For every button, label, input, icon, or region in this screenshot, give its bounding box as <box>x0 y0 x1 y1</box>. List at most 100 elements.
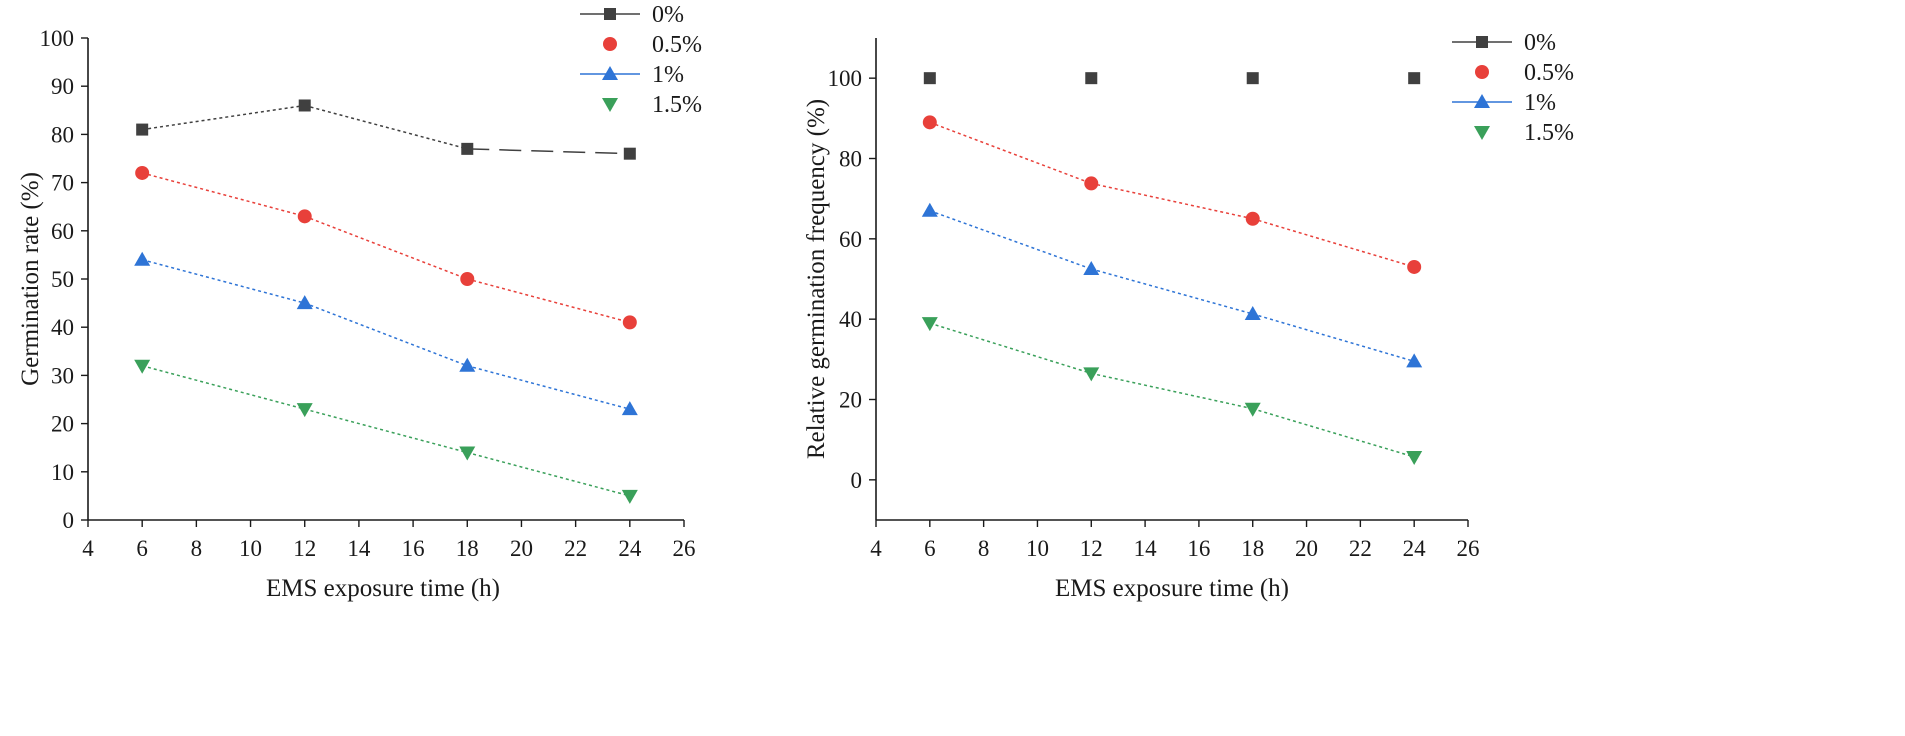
legend-label: 0% <box>652 2 684 28</box>
y-tick-label: 40 <box>839 307 862 332</box>
x-tick-label: 14 <box>347 536 371 561</box>
y-tick-label: 40 <box>51 315 74 340</box>
data-point <box>1084 176 1099 191</box>
data-point <box>135 165 150 180</box>
x-tick-label: 18 <box>1241 536 1264 561</box>
data-point <box>134 251 151 266</box>
y-tick-label: 0 <box>63 508 75 533</box>
x-tick-label: 6 <box>924 536 936 561</box>
data-point <box>1408 72 1421 85</box>
x-tick-label: 20 <box>510 536 533 561</box>
x-tick-label: 24 <box>618 536 642 561</box>
data-point <box>1085 72 1098 85</box>
series-line-segment <box>304 215 468 280</box>
data-point <box>296 295 313 310</box>
series-line-segment <box>929 322 1092 375</box>
y-tick-label: 50 <box>51 267 74 292</box>
x-tick-label: 22 <box>564 536 587 561</box>
data-point <box>134 359 151 374</box>
y-tick-label: 100 <box>40 26 75 51</box>
legend-marker <box>602 66 618 80</box>
data-point <box>1244 402 1261 417</box>
data-point <box>297 209 312 224</box>
series-line-segment <box>467 365 631 410</box>
data-point <box>921 202 938 217</box>
legend-marker <box>1474 94 1490 108</box>
data-point <box>459 446 476 461</box>
x-tick-label: 22 <box>1349 536 1372 561</box>
x-tick-label: 20 <box>1295 536 1318 561</box>
data-point <box>296 403 313 418</box>
data-point <box>1406 353 1423 368</box>
series-line-segment <box>1091 182 1253 220</box>
series-line-segment <box>467 148 630 155</box>
x-tick-label: 4 <box>870 536 882 561</box>
legend-label: 1.5% <box>652 92 702 118</box>
data-point <box>1406 450 1423 465</box>
data-point <box>136 123 149 136</box>
legend-marker <box>1474 126 1490 140</box>
series-line-segment <box>141 172 305 218</box>
x-axis-title: EMS exposure time (h) <box>266 575 500 602</box>
series-line-segment <box>304 408 468 454</box>
legend-label: 0% <box>1524 30 1556 56</box>
series-line-segment <box>929 121 1092 185</box>
x-tick-label: 26 <box>673 536 696 561</box>
legend-marker <box>603 37 617 51</box>
data-point <box>459 357 476 372</box>
series-1pct <box>134 251 638 416</box>
series-line-segment <box>467 278 631 324</box>
x-axis-title: EMS exposure time (h) <box>1055 575 1289 602</box>
legend-label: 1% <box>1524 90 1556 116</box>
y-tick-label: 90 <box>51 74 74 99</box>
series-1pct <box>921 202 1423 368</box>
series-line-segment <box>467 451 631 497</box>
data-point <box>1407 259 1422 274</box>
chart-relative-germination-frequency: 4 6 8 10 12 14 16 18 20 22 24 26 0 20 40 60 80 100 EMS exp… <box>803 30 1574 602</box>
series-line-segment <box>1091 372 1253 410</box>
y-tick-label: 30 <box>51 363 74 388</box>
y-tick-label: 20 <box>839 388 862 413</box>
data-point <box>1245 211 1260 226</box>
legend-marker <box>604 8 616 20</box>
x-tick-label: 8 <box>191 536 203 561</box>
y-tick-label: 0 <box>851 468 863 493</box>
series-line-segment <box>304 302 468 367</box>
legend-label: 0.5% <box>1524 60 1574 86</box>
data-point <box>1083 260 1100 275</box>
series-1-5pct <box>921 317 1423 465</box>
legend-label: 0.5% <box>652 32 702 58</box>
x-tick-label: 4 <box>82 536 94 561</box>
y-tick-label: 100 <box>828 66 863 91</box>
series-0-5pct <box>922 115 1422 274</box>
x-tick-label: 18 <box>456 536 479 561</box>
data-point <box>298 99 311 112</box>
data-point <box>1244 305 1261 320</box>
data-point <box>1246 72 1259 85</box>
series-line-segment <box>1252 313 1415 363</box>
legend-marker <box>602 98 618 112</box>
legend-marker <box>1476 36 1488 48</box>
series-0-5pct <box>135 165 637 330</box>
x-tick-label: 12 <box>293 536 316 561</box>
legend-label: 1.5% <box>1524 120 1574 146</box>
legend-label: 1% <box>652 62 684 88</box>
series-0pct <box>136 99 636 160</box>
data-point <box>621 489 638 504</box>
y-tick-label: 70 <box>51 171 74 196</box>
y-tick-label: 80 <box>51 122 74 147</box>
y-tick-label: 10 <box>51 460 74 485</box>
x-tick-label: 6 <box>136 536 148 561</box>
series-line-segment <box>141 365 305 410</box>
y-tick-label: 20 <box>51 412 74 437</box>
x-tick-label: 16 <box>402 536 425 561</box>
y-tick-label: 60 <box>839 227 862 252</box>
x-tick-label: 24 <box>1403 536 1427 561</box>
series-line-segment <box>142 104 305 131</box>
data-point <box>621 401 638 416</box>
data-point <box>921 317 938 332</box>
series-line-segment <box>1091 268 1253 315</box>
chart-germination-rate: 4 6 8 10 12 14 16 18 20 22 24 26 0 10 20 30 40 50 60 70 80 90… <box>17 2 702 602</box>
x-tick-label: 10 <box>1026 536 1049 561</box>
data-point <box>922 115 937 130</box>
